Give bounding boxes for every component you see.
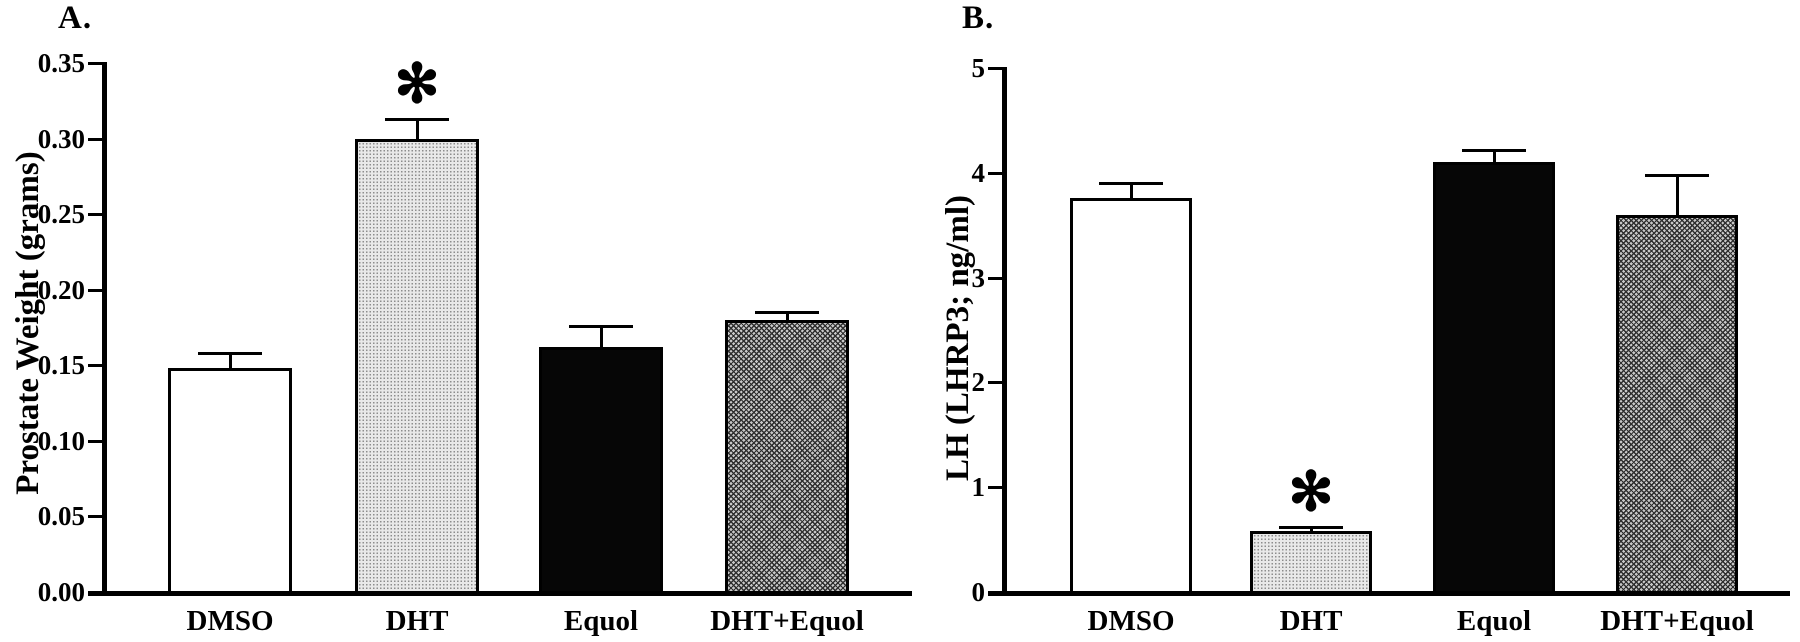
panel-a-error-bar-cap: [198, 352, 262, 356]
panel-a-error-bar-cap: [755, 311, 819, 315]
panel-a-y-tick: [88, 591, 102, 594]
panel-b-error-bar-cap: [1099, 182, 1163, 186]
panel-b-error-bar-cap: [1279, 526, 1343, 530]
panel-a-error-bar-stem: [228, 353, 232, 369]
panel-a-bar-dmso: [168, 368, 292, 594]
panel-b-error-bar-stem: [1492, 149, 1496, 163]
panel-a-plot-area: 0.00 0.05 0.10 0.15 0.20 0.25 0.30 0.35 DMSO DHT ✻…: [37, 48, 912, 637]
panel-a-x-category-label: Equol: [563, 605, 639, 637]
panel-b-bar-equol: [1433, 162, 1555, 594]
panel-b-y-tick: [988, 381, 1002, 385]
panel-b-x-axis-line: [988, 591, 1790, 596]
panel-a-x-category-label: DMSO: [186, 605, 274, 637]
panel-b-y-tick-label: 1: [971, 472, 986, 503]
panel-b-y-tick: [988, 171, 1002, 175]
panel-a: A. Prostate Weight (grams) 0.00 0.05 0.10 0…: [10, 0, 912, 637]
panel-a-y-tick-label: 0.35: [37, 48, 85, 78]
panel-a-x-category-label: DHT: [385, 605, 449, 637]
panel-b-error-bar-cap: [1645, 173, 1709, 177]
panel-a-y-tick-label: 0.30: [37, 123, 85, 154]
panel-b-error-bar-stem: [1129, 183, 1133, 198]
panel-a-bar-dht: [355, 138, 479, 594]
panel-b-bar-dmso: [1070, 197, 1192, 594]
panel-b-x-category-label: DMSO: [1087, 605, 1175, 637]
panel-a-error-bar-cap: [385, 117, 449, 121]
panel-a-y-tick-label: 0.00: [37, 577, 85, 607]
panel-a-error-bar-stem: [785, 312, 789, 320]
panel-a-y-tick-label: 0.25: [37, 199, 85, 230]
panel-a-y-axis-line: [102, 62, 107, 596]
panel-a-y-tick: [88, 137, 102, 141]
panel-a-y-tick: [88, 288, 102, 292]
panel-a-y-tick: [88, 439, 102, 443]
panel-b: B. LH (LHRP3; ng/ml) 0 1 2 3 4 5 DMSO DHT ✻ Equol…: [900, 0, 1800, 642]
panel-b-y-tick-label: 5: [971, 53, 986, 83]
panel-a-significance-asterisk: ✻: [394, 53, 440, 114]
panel-b-significance-asterisk: ✻: [1288, 462, 1334, 523]
panel-b-y-tick: [988, 67, 1002, 70]
panel-a-y-tick-label: 0.10: [37, 425, 85, 456]
panel-a-y-tick: [88, 364, 102, 368]
panel-a-error-bar-stem: [599, 325, 603, 348]
panel-b-x-category-label: DHT+Equol: [1600, 605, 1754, 637]
panel-a-x-axis-line: [88, 591, 912, 596]
panel-a-y-tick: [88, 515, 102, 519]
panel-b-y-tick: [988, 276, 1002, 280]
panel-b-y-axis-line: [1002, 67, 1007, 596]
panel-a-x-category-label: DHT+Equol: [710, 605, 864, 637]
panel-a-error-bar-stem: [415, 118, 419, 139]
panel-b-error-bar-cap: [1462, 148, 1526, 152]
panel-a-y-tick: [88, 213, 102, 217]
panel-a-error-bar-cap: [569, 324, 633, 328]
panel-b-error-bar-stem: [1309, 527, 1313, 532]
panel-b-plot-area: 0 1 2 3 4 5 DMSO DHT ✻ Equol DHT+Equol: [900, 0, 1800, 642]
panel-b-y-tick-label: 4: [971, 157, 986, 188]
panel-b-x-category-label: Equol: [1456, 605, 1532, 637]
panel-a-label: A.: [58, 0, 93, 36]
panel-b-bar-dht-plus-equol: [1616, 214, 1738, 594]
panel-a-y-tick-label: 0.15: [37, 350, 85, 381]
panel-b-y-tick-label: 2: [971, 367, 986, 398]
panel-a-y-tick-label: 0.20: [37, 274, 85, 305]
panel-a-y-tick-label: 0.05: [37, 501, 85, 532]
panel-b-y-tick-label: 3: [971, 262, 986, 293]
panel-b-y-tick: [988, 486, 1002, 490]
panel-b-y-tick: [988, 591, 1002, 594]
panel-a-y-tick: [88, 62, 102, 65]
panel-a-bar-equol: [539, 347, 663, 594]
panel-b-y-tick-label: 0: [971, 577, 986, 607]
panel-b-bar-dht: [1250, 531, 1372, 594]
panel-b-label: B.: [962, 0, 995, 36]
panel-b-error-bar-stem: [1675, 174, 1679, 215]
panel-a-bar-dht-plus-equol: [725, 319, 849, 594]
panel-b-x-category-label: DHT: [1279, 605, 1343, 637]
